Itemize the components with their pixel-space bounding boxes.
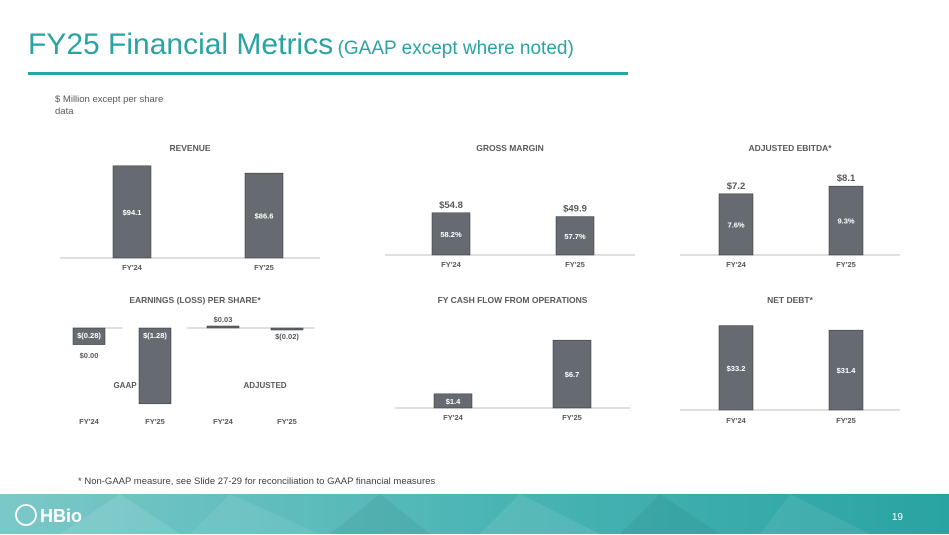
- gross-margin-bar-2: [555, 216, 595, 256]
- footer-band: [0, 494, 949, 534]
- eps-bar-2: [138, 327, 172, 405]
- adjusted-ebitda-value-label-1: 7.6%: [727, 220, 744, 229]
- title-main: FY25 Financial Metrics: [28, 28, 334, 61]
- cash-flow-category-1: FY'24: [443, 413, 464, 422]
- net-debt-bar-1: [718, 325, 754, 411]
- revenue-value-label-1: $94.1: [123, 208, 142, 217]
- revenue-bar-1: [112, 165, 152, 259]
- gross-margin-value-label-1: 58.2%: [440, 230, 462, 239]
- adjusted-ebitda-value-label-2: 9.3%: [837, 217, 854, 226]
- net-debt-value-label-2: $31.4: [837, 366, 857, 375]
- eps-label-1: $(0.28): [77, 331, 101, 340]
- revenue-value-label-2: $86.6: [255, 212, 274, 221]
- adjusted-ebitda-category-2: FY'25: [836, 260, 856, 269]
- adjusted-ebitda-chart: ADJUSTED EBITDA* 7.6% $7.2 FY'24 9.3% $8.1 FY'…: [680, 143, 900, 269]
- eps-group-gaap: GAAP: [113, 381, 137, 390]
- gross-margin-top-label-2: $49.9: [563, 204, 587, 215]
- eps-category-2: FY'25: [145, 417, 165, 426]
- footnote: * Non-GAAP measure, see Slide 27-29 for …: [78, 476, 436, 487]
- net-debt-category-1: FY'24: [726, 416, 747, 425]
- revenue-chart: REVENUE $94.1 FY'24 $86.6 FY'25: [60, 143, 320, 272]
- adjusted-ebitda-category-1: FY'24: [726, 260, 747, 269]
- gross-margin-chart: GROSS MARGIN 58.2% $54.8 FY'24 57.7% $49.9 FY'…: [385, 143, 635, 269]
- gross-margin-category-1: FY'24: [441, 260, 462, 269]
- cash-flow-bar-1: [433, 393, 473, 409]
- gross-margin-bar-1: [431, 212, 471, 256]
- net-debt-category-2: FY'25: [836, 416, 856, 425]
- eps-group-adjusted: ADJUSTED: [243, 381, 286, 390]
- eps-category-4: FY'25: [277, 417, 297, 426]
- net-debt-chart-title: NET DEBT*: [767, 295, 814, 305]
- gross-margin-value-label-2: 57.7%: [564, 232, 586, 241]
- eps-chart-title: EARNINGS (LOSS) PER SHARE*: [129, 295, 261, 305]
- page-title: FY25 Financial Metrics (GAAP except wher…: [28, 28, 574, 62]
- eps-label-3: $0.03: [214, 315, 233, 324]
- revenue-chart-title: REVENUE: [169, 143, 210, 153]
- gross-margin-chart-title: GROSS MARGIN: [476, 143, 544, 153]
- net-debt-chart: NET DEBT* $33.2 FY'24 $31.4 FY'25: [680, 295, 900, 425]
- eps-bar-4: [270, 327, 304, 331]
- svg-text:HBio: HBio: [40, 506, 82, 526]
- revenue-category-1: FY'24: [122, 263, 143, 272]
- eps-label-4: $(0.02): [275, 332, 299, 341]
- title-subtitle: (GAAP except where noted): [337, 38, 574, 59]
- page-number: 19: [891, 512, 903, 523]
- net-debt-value-label-1: $33.2: [727, 364, 746, 373]
- hbio-logo: HBio: [14, 500, 94, 530]
- eps-bar-1: [72, 327, 106, 345]
- cash-flow-chart: FY CASH FLOW FROM OPERATIONS $1.4 FY'24 $6.…: [395, 295, 630, 422]
- eps-chart: EARNINGS (LOSS) PER SHARE* $(0.28) FY'24 $(…: [72, 295, 315, 426]
- cash-flow-bar-2: [552, 339, 592, 409]
- units-note: $ Million except per share data: [55, 94, 164, 117]
- adjusted-ebitda-top-label-1: $7.2: [727, 181, 746, 192]
- revenue-category-2: FY'25: [254, 263, 274, 272]
- net-debt-bar-2: [828, 329, 864, 411]
- eps-bar-3: [206, 325, 240, 329]
- eps-category-1: FY'24: [79, 417, 100, 426]
- title-underline: [28, 72, 628, 75]
- revenue-bar-2: [244, 172, 284, 259]
- eps-label-2: $(1.28): [143, 331, 167, 340]
- cash-flow-chart-title: FY CASH FLOW FROM OPERATIONS: [438, 295, 588, 305]
- cash-flow-value-label-1: $1.4: [446, 397, 461, 406]
- adjusted-ebitda-top-label-2: $8.1: [837, 173, 856, 184]
- adjusted-ebitda-bar-2: [828, 185, 864, 256]
- gross-margin-top-label-1: $54.8: [439, 200, 463, 211]
- adjusted-ebitda-chart-title: ADJUSTED EBITDA*: [748, 143, 832, 153]
- gross-margin-category-2: FY'25: [565, 260, 585, 269]
- adjusted-ebitda-bar-1: [718, 193, 754, 256]
- cash-flow-category-2: FY'25: [562, 413, 582, 422]
- eps-zero-label: $0.00: [80, 351, 99, 360]
- eps-category-3: FY'24: [213, 417, 234, 426]
- cash-flow-value-label-2: $6.7: [565, 370, 580, 379]
